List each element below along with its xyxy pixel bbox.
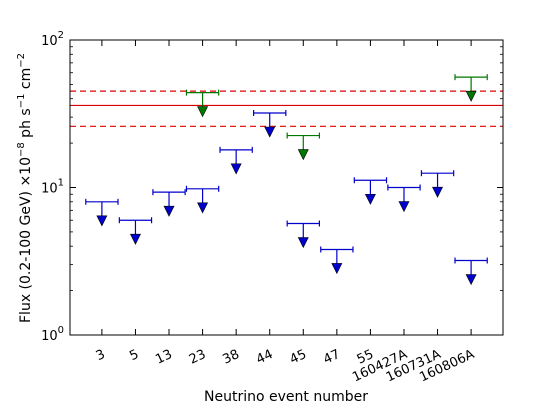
x-tick-label: 23: [187, 347, 208, 368]
y-tick-exponent: 2: [58, 30, 64, 41]
x-tick-label: 45: [288, 347, 309, 368]
upper-limit-47-9: [320, 246, 354, 275]
upper-limit-160427A-11: [387, 184, 421, 213]
upper-limit-23-3: [185, 185, 220, 214]
plot-frame: [69, 39, 504, 336]
upper-limit-45-8: [286, 220, 320, 249]
upper-limit-markers: [85, 74, 488, 286]
y-axis-title-exp1: −8: [16, 142, 27, 157]
x-tick-label: 38: [221, 347, 242, 368]
upper-limit-23-4: [185, 89, 220, 118]
upper-limit-38-5: [219, 146, 253, 175]
x-tick-label: 5: [127, 347, 141, 364]
limit-arrowhead: [129, 233, 141, 245]
y-axis-title-main: Flux (0.2-100 GeV) ×10: [18, 157, 34, 323]
y-tick-label: 102: [41, 30, 64, 49]
y-tick-base: 10: [41, 329, 58, 344]
limit-arrowhead: [96, 215, 108, 227]
y-tick-label: 100: [41, 325, 64, 344]
upper-limit-13-2: [152, 189, 186, 217]
x-tick-label: 3: [94, 347, 108, 364]
y-axis-title: Flux (0.2-100 GeV) ×10−8 ph s−1 cm−2: [16, 53, 34, 323]
limit-arrowhead: [432, 186, 444, 198]
plot-background: [70, 40, 503, 335]
limit-arrowhead: [264, 126, 276, 138]
limit-arrowhead: [364, 193, 376, 205]
limit-arrowhead: [297, 149, 309, 161]
limit-arrowhead: [197, 106, 209, 118]
y-axis-title-exp2: −1: [16, 94, 27, 109]
upper-limit-55-10: [353, 177, 388, 205]
limit-arrowhead: [197, 202, 209, 214]
upper-limit-3-0: [85, 198, 119, 227]
limit-arrowhead: [465, 90, 477, 102]
limit-arrowhead: [297, 237, 309, 249]
y-axis-title-exp3: −2: [16, 53, 27, 68]
y-tick-label: 101: [41, 178, 64, 197]
upper-limit-5-1: [118, 217, 153, 245]
y-tick-exponent: 1: [58, 178, 64, 189]
x-axis-title: Neutrino event number: [204, 389, 368, 405]
limit-arrowhead: [230, 163, 242, 175]
limit-arrowhead: [163, 205, 175, 217]
x-tick-label: 47: [321, 347, 342, 368]
y-tick-base: 10: [41, 34, 58, 49]
upper-limit-160806A-13: [454, 257, 488, 286]
upper-limit-45-7: [286, 132, 320, 161]
y-tick-base: 10: [41, 182, 58, 197]
upper-limit-160806A-14: [454, 74, 488, 102]
upper-limit-160731A-12: [420, 170, 455, 198]
y-axis-title-ph-s: ph s: [18, 108, 34, 142]
limit-arrowhead: [465, 274, 477, 286]
reference-lines: [70, 90, 503, 127]
limit-arrowhead: [398, 201, 410, 213]
limit-arrowhead: [331, 263, 343, 275]
y-axis-title-cm: cm: [18, 68, 34, 94]
upper-limit-44-6: [253, 109, 287, 138]
y-tick-exponent: 0: [58, 325, 64, 336]
x-tick-label: 44: [254, 347, 275, 368]
x-tick-label: 13: [153, 347, 174, 368]
x-tick-label: 55: [355, 347, 376, 368]
